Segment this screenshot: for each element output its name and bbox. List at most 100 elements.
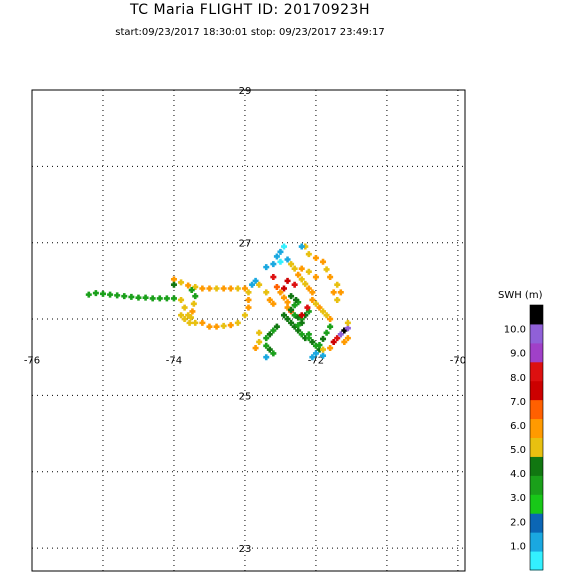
swh-point (302, 243, 309, 250)
swh-point (85, 291, 92, 298)
x-tick-label: -76 (24, 356, 40, 367)
colorbar-segment (530, 323, 543, 344)
swh-point (320, 352, 327, 359)
swh-point (273, 323, 280, 330)
swh-point (330, 289, 337, 296)
swh-point (284, 299, 291, 306)
swh-point (163, 295, 170, 302)
swh-point (142, 294, 149, 301)
colorbar-segment (530, 475, 543, 495)
swh-point (266, 346, 273, 353)
swh-point (227, 322, 234, 329)
plot-frame (31, 89, 466, 572)
swh-point (245, 289, 252, 296)
swh-point (334, 335, 341, 342)
swh-point (344, 319, 351, 326)
swh-point (298, 319, 305, 326)
swh-point (256, 329, 263, 336)
colorbar-segment (530, 305, 543, 325)
colorbar-segment (530, 456, 543, 476)
swh-point (263, 289, 270, 296)
swh-point (263, 335, 270, 342)
swh-point (114, 292, 121, 299)
colorbar-tick-label: 1.0 (510, 541, 526, 552)
swh-point (234, 285, 241, 292)
swh-point (263, 354, 270, 361)
swh-point (302, 335, 309, 342)
swh-point (337, 331, 344, 338)
swh-point (192, 319, 199, 326)
colorbar-tick-label: 9.0 (510, 349, 526, 360)
swh-point (181, 316, 188, 323)
swh-point (121, 293, 128, 300)
swh-point (277, 248, 284, 255)
swh-point (263, 264, 270, 271)
swh-point (256, 338, 263, 345)
swh-point (190, 300, 197, 307)
swh-point (185, 282, 192, 289)
swh-point (323, 312, 330, 319)
swh-point (305, 335, 312, 342)
swh-point (270, 350, 277, 357)
swh-point (220, 285, 227, 292)
swh-point (320, 335, 327, 342)
swh-point (273, 253, 280, 260)
swh-point (185, 312, 192, 319)
colorbar-tick-label: 6.0 (510, 421, 526, 432)
colorbar-frame (529, 304, 544, 571)
swh-point (302, 280, 309, 287)
swh-point (320, 258, 327, 265)
swh-point (186, 319, 193, 326)
swh-point (295, 322, 302, 329)
swh-point (298, 265, 305, 272)
swh-point (252, 345, 259, 352)
swh-point (135, 294, 142, 301)
swh-point (266, 296, 273, 303)
swh-point (312, 350, 319, 357)
swh-point (327, 274, 334, 281)
swh-point (270, 261, 277, 268)
colorbar-tick-label: 8.0 (510, 373, 526, 384)
swh-point (178, 312, 185, 319)
swh-point (302, 312, 309, 319)
swh-point (288, 319, 295, 326)
swh-point (249, 281, 256, 288)
swh-point (280, 285, 287, 292)
swh-point (298, 331, 305, 338)
y-tick-label: 23 (239, 544, 252, 555)
swh-point (309, 354, 316, 361)
swh-point (323, 329, 330, 336)
swh-point (156, 295, 163, 302)
swh-point (298, 316, 305, 323)
swh-point (312, 342, 319, 349)
colorbar-tick-label: 3.0 (510, 493, 526, 504)
colorbar-tick-label: 10.0 (504, 325, 526, 336)
swh-point (291, 265, 298, 272)
swh-point (188, 287, 195, 294)
swh-point (178, 279, 185, 286)
y-tick-label: 27 (239, 239, 252, 250)
swh-point (309, 338, 316, 345)
swh-point (284, 316, 291, 323)
swh-point (341, 338, 348, 345)
swh-point (305, 308, 312, 315)
colorbar-segment (530, 380, 543, 401)
swh-point (92, 290, 99, 297)
swh-point (295, 314, 302, 321)
swh-point (170, 281, 177, 288)
swh-point (304, 304, 311, 311)
swh-point (344, 335, 351, 342)
swh-point (270, 300, 277, 307)
swh-point (288, 261, 295, 268)
colorbar-tick-label: 4.0 (510, 469, 526, 480)
swh-point (309, 289, 316, 296)
swh-point (291, 281, 298, 288)
swh-point (334, 281, 341, 288)
swh-point (192, 293, 199, 300)
swh-point (234, 319, 241, 326)
colorbar-segment (530, 437, 543, 457)
y-tick-label: 29 (239, 86, 252, 97)
swh-point (189, 308, 196, 315)
swh-point (305, 285, 312, 292)
